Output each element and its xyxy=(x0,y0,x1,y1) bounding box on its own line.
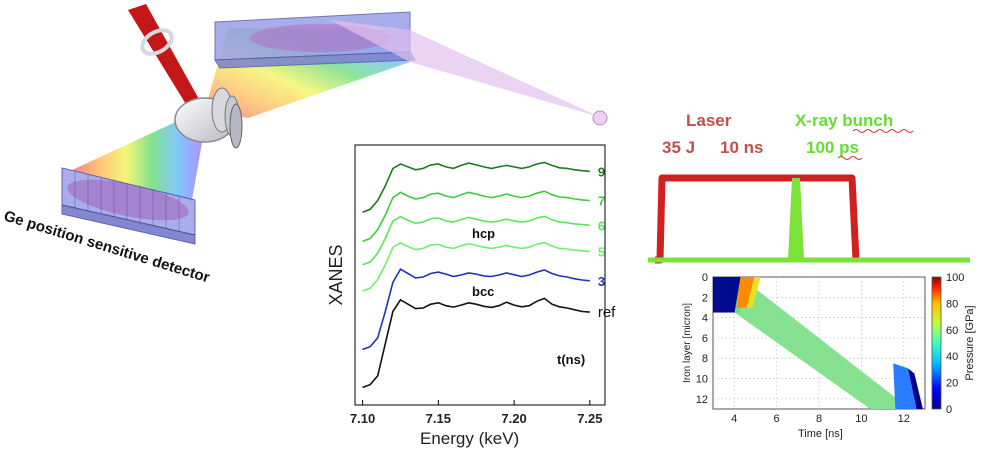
colorbar-label: Pressure [GPa] xyxy=(964,305,976,380)
xanes-series-line-3 xyxy=(362,268,590,351)
xanes-y-axis-label: XANES xyxy=(326,244,346,305)
xanes-x-tick-label: 7.20 xyxy=(501,411,526,426)
source-cone xyxy=(330,20,600,117)
diffracted-beam-lower xyxy=(72,120,205,200)
setup-illustration: Ge position sensitive detector xyxy=(2,4,608,287)
laser-beam xyxy=(128,4,205,114)
pressure-x-ticks: 4 6 8 10 12 xyxy=(731,413,910,425)
colorbar-tick-label: 80 xyxy=(946,298,958,310)
xray-pulse-trace xyxy=(788,178,804,260)
xanes-series-line-ref xyxy=(362,297,590,389)
pressure-colorbar xyxy=(931,276,942,410)
timing-diagram: Laser 35 J 10 ns X-ray bunch 100 ps xyxy=(648,111,970,264)
xanes-series-label-9: 9 xyxy=(598,164,605,179)
pressure-map: 4 6 8 10 12 0 2 4 6 8 10 12 Time [ns] Iron layer [… xyxy=(682,272,976,440)
laser-pulse-trace xyxy=(655,174,860,264)
colorbar-tick-label: 20 xyxy=(946,378,958,390)
spellcheck-underline-ps xyxy=(837,156,863,160)
xray-duration: 100 ps xyxy=(806,138,859,157)
xanes-chart: 9 7 6 5 3 ref 7.10 7.15 7.20 7.25 Energy (keV) X… xyxy=(326,144,616,448)
laser-title: Laser xyxy=(686,111,732,130)
xanes-x-ticks: 7.10 7.15 7.20 7.25 xyxy=(350,400,603,426)
xanes-series-line-7 xyxy=(362,190,590,243)
pressure-y-tick-label: 12 xyxy=(696,394,708,406)
spellcheck-underline-bunch xyxy=(852,129,914,133)
time-header: t(ns) xyxy=(557,352,585,367)
xanes-x-tick-label: 7.25 xyxy=(577,411,602,426)
pressure-front-stripe-yellow xyxy=(746,277,761,308)
xanes-series-line-6 xyxy=(362,215,590,266)
pressure-x-tick-label: 4 xyxy=(731,413,737,425)
pressure-tail-region xyxy=(893,363,917,409)
pressure-y-ticks: 0 2 4 6 8 10 12 xyxy=(696,272,708,406)
xanes-series-label-6: 6 xyxy=(598,218,605,233)
pressure-front-stripe xyxy=(736,277,755,308)
colorbar-ticks: 0 20 40 60 80 100 xyxy=(946,272,964,416)
laser-duration: 10 ns xyxy=(720,138,763,157)
xanes-x-axis-label: Energy (keV) xyxy=(420,429,519,448)
pressure-y-tick-label: 0 xyxy=(702,272,708,284)
colorbar-tick-label: 100 xyxy=(946,272,964,284)
ge-detector xyxy=(61,167,196,245)
pressure-x-tick-label: 6 xyxy=(774,413,780,425)
pressure-y-tick-label: 8 xyxy=(702,353,708,365)
pressure-x-tick-label: 10 xyxy=(855,413,867,425)
pressure-y-axis-label: Iron layer [micron] xyxy=(682,303,693,383)
pressure-shock-band xyxy=(734,277,911,409)
pressure-y-tick-label: 4 xyxy=(702,313,708,325)
pressure-shock-region xyxy=(713,277,923,409)
pressure-y-tick-label: 10 xyxy=(696,374,708,386)
colorbar-tick-label: 40 xyxy=(946,351,958,363)
pressure-x-tick-label: 12 xyxy=(898,413,910,425)
xanes-x-tick-label: 7.15 xyxy=(426,411,451,426)
pressure-y-tick-label: 2 xyxy=(702,292,708,304)
xanes-series-line-9 xyxy=(362,161,590,213)
pressure-x-axis-label: Time [ns] xyxy=(798,428,843,440)
xanes-series-label-3: 3 xyxy=(598,274,605,289)
target-assembly xyxy=(174,87,243,149)
xanes-series-label-7: 7 xyxy=(598,194,605,209)
xanes-series-line-5 xyxy=(362,241,590,292)
xanes-x-tick-label: 7.10 xyxy=(350,411,375,426)
laser-energy: 35 J xyxy=(662,138,695,157)
xanes-series-label-ref: ref xyxy=(598,304,616,321)
pressure-y-tick-label: 6 xyxy=(702,333,708,345)
pressure-x-tick-label: 8 xyxy=(816,413,822,425)
xanes-series-group: 9 7 6 5 3 ref xyxy=(362,161,616,389)
x-ray-source-icon xyxy=(592,110,608,126)
xray-title: X-ray bunch xyxy=(795,111,893,130)
bcc-label: bcc xyxy=(472,284,494,299)
hcp-label: hcp xyxy=(472,226,495,241)
pressure-tail-dark xyxy=(908,368,923,409)
colorbar-tick-label: 0 xyxy=(946,404,952,416)
xanes-series-label-5: 5 xyxy=(598,245,605,260)
colorbar-tick-label: 60 xyxy=(946,325,958,337)
